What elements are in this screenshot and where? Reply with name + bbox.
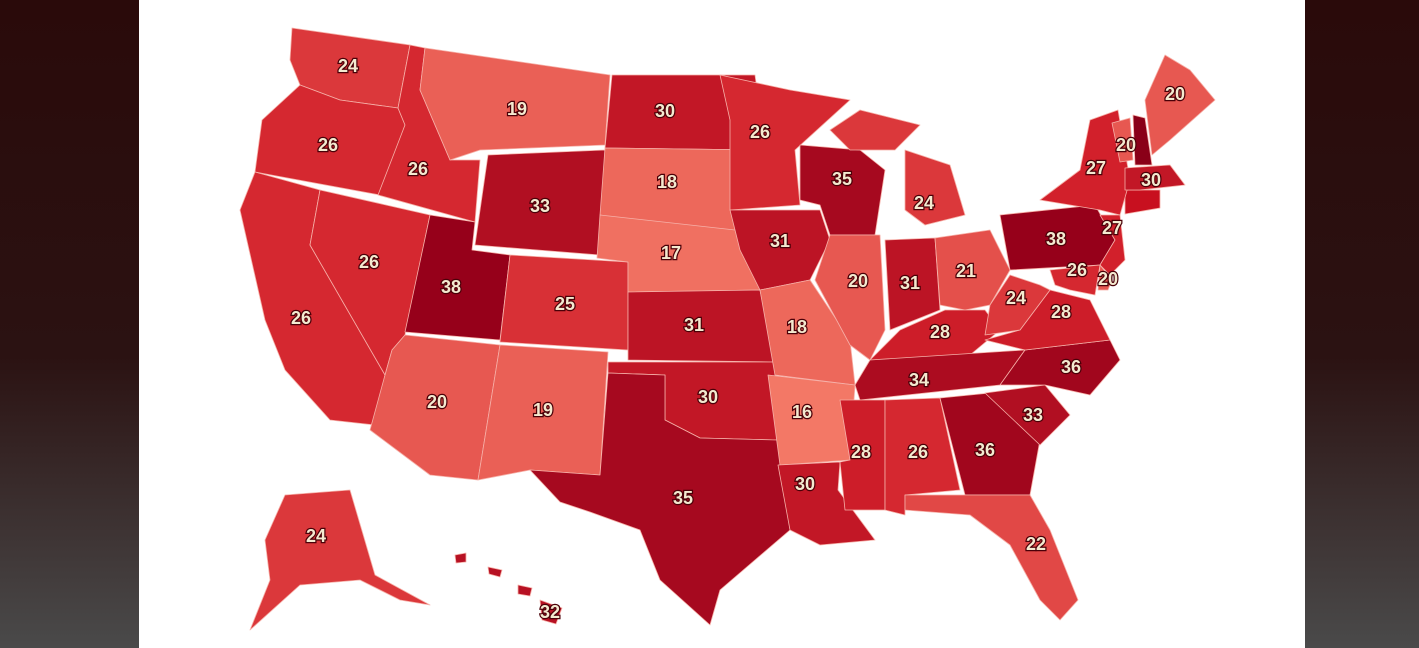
state-shape [1132, 114, 1153, 166]
state-value-label: 26 [750, 122, 770, 142]
state-shape [884, 237, 941, 331]
state-value-label: 26 [408, 159, 428, 179]
state-shape [529, 372, 791, 626]
state-value-label: 20 [1098, 269, 1118, 289]
state-value-label: 35 [832, 169, 852, 189]
state-value-label: 38 [441, 277, 461, 297]
state-value-label: 34 [909, 370, 929, 390]
state-shape [904, 149, 966, 226]
state-shape [1111, 117, 1134, 163]
state-shape [487, 566, 503, 578]
state-shape [1124, 189, 1161, 215]
state-value-label: 35 [673, 488, 693, 508]
state-value-label: 31 [770, 231, 790, 251]
state-value-label: 26 [908, 442, 928, 462]
states [239, 27, 1216, 631]
state-value-label: 24 [338, 56, 358, 76]
state-shape [249, 489, 431, 631]
state-value-label: 20 [848, 271, 868, 291]
state-shape [904, 494, 1079, 621]
left-backdrop [0, 0, 139, 648]
right-backdrop [1305, 0, 1419, 648]
state-value-label: 22 [1026, 534, 1046, 554]
state-shape [539, 599, 563, 625]
state-shape [829, 109, 921, 151]
state-value-label: 30 [698, 387, 718, 407]
state-shape [1124, 164, 1186, 191]
state-value-label: 32 [540, 602, 560, 622]
state-value-label: 27 [1102, 218, 1122, 238]
state-value-label: 18 [657, 172, 677, 192]
state-value-label: 17 [661, 243, 681, 263]
state-value-label: 30 [795, 474, 815, 494]
state-value-label: 24 [1006, 288, 1026, 308]
state-shape [419, 47, 611, 161]
state-labels: 24 26 26 26 26 19 33 38 25 20 19 30 18 17 31 30 35 26 31 18… [290, 55, 1187, 624]
state-value-label: 26 [318, 135, 338, 155]
state-shape [1144, 54, 1216, 156]
state-value-label: 38 [1046, 229, 1066, 249]
state-value-label: 26 [359, 252, 379, 272]
state-value-label: 16 [792, 402, 812, 422]
state-value-label: 24 [914, 193, 934, 213]
state-shape [517, 584, 533, 597]
state-value-label: 26 [1067, 260, 1087, 280]
state-value-label: 33 [530, 196, 550, 216]
state-value-label: 36 [1061, 357, 1081, 377]
state-shape [984, 274, 1051, 336]
state-value-label: 30 [1141, 170, 1161, 190]
state-shape [1097, 264, 1113, 291]
state-value-label: 36 [975, 440, 995, 460]
state-value-label: 20 [1116, 135, 1136, 155]
state-value-label: 33 [1023, 405, 1043, 425]
state-value-label: 20 [1165, 84, 1185, 104]
state-value-label: 30 [655, 101, 675, 121]
state-shape [454, 552, 467, 564]
state-shape [1099, 214, 1126, 276]
state-value-label: 31 [900, 273, 920, 293]
state-shape [984, 384, 1071, 446]
state-value-label: 25 [555, 294, 575, 314]
state-shape [719, 74, 851, 211]
state-value-label: 28 [851, 442, 871, 462]
state-shape [1049, 264, 1101, 296]
state-value-label: 31 [684, 315, 704, 335]
state-value-label: 18 [787, 317, 807, 337]
state-value-label: 28 [930, 322, 950, 342]
state-shape [759, 279, 856, 386]
state-value-label: 28 [1051, 302, 1071, 322]
state-value-label: 19 [533, 400, 553, 420]
state-value-label: 27 [1086, 158, 1106, 178]
state-value-label: 24 [306, 526, 326, 546]
state-value-label: 21 [956, 261, 976, 281]
state-value-label: 19 [507, 99, 527, 119]
state-value-label: 26 [291, 308, 311, 328]
state-value-label: 20 [427, 392, 447, 412]
